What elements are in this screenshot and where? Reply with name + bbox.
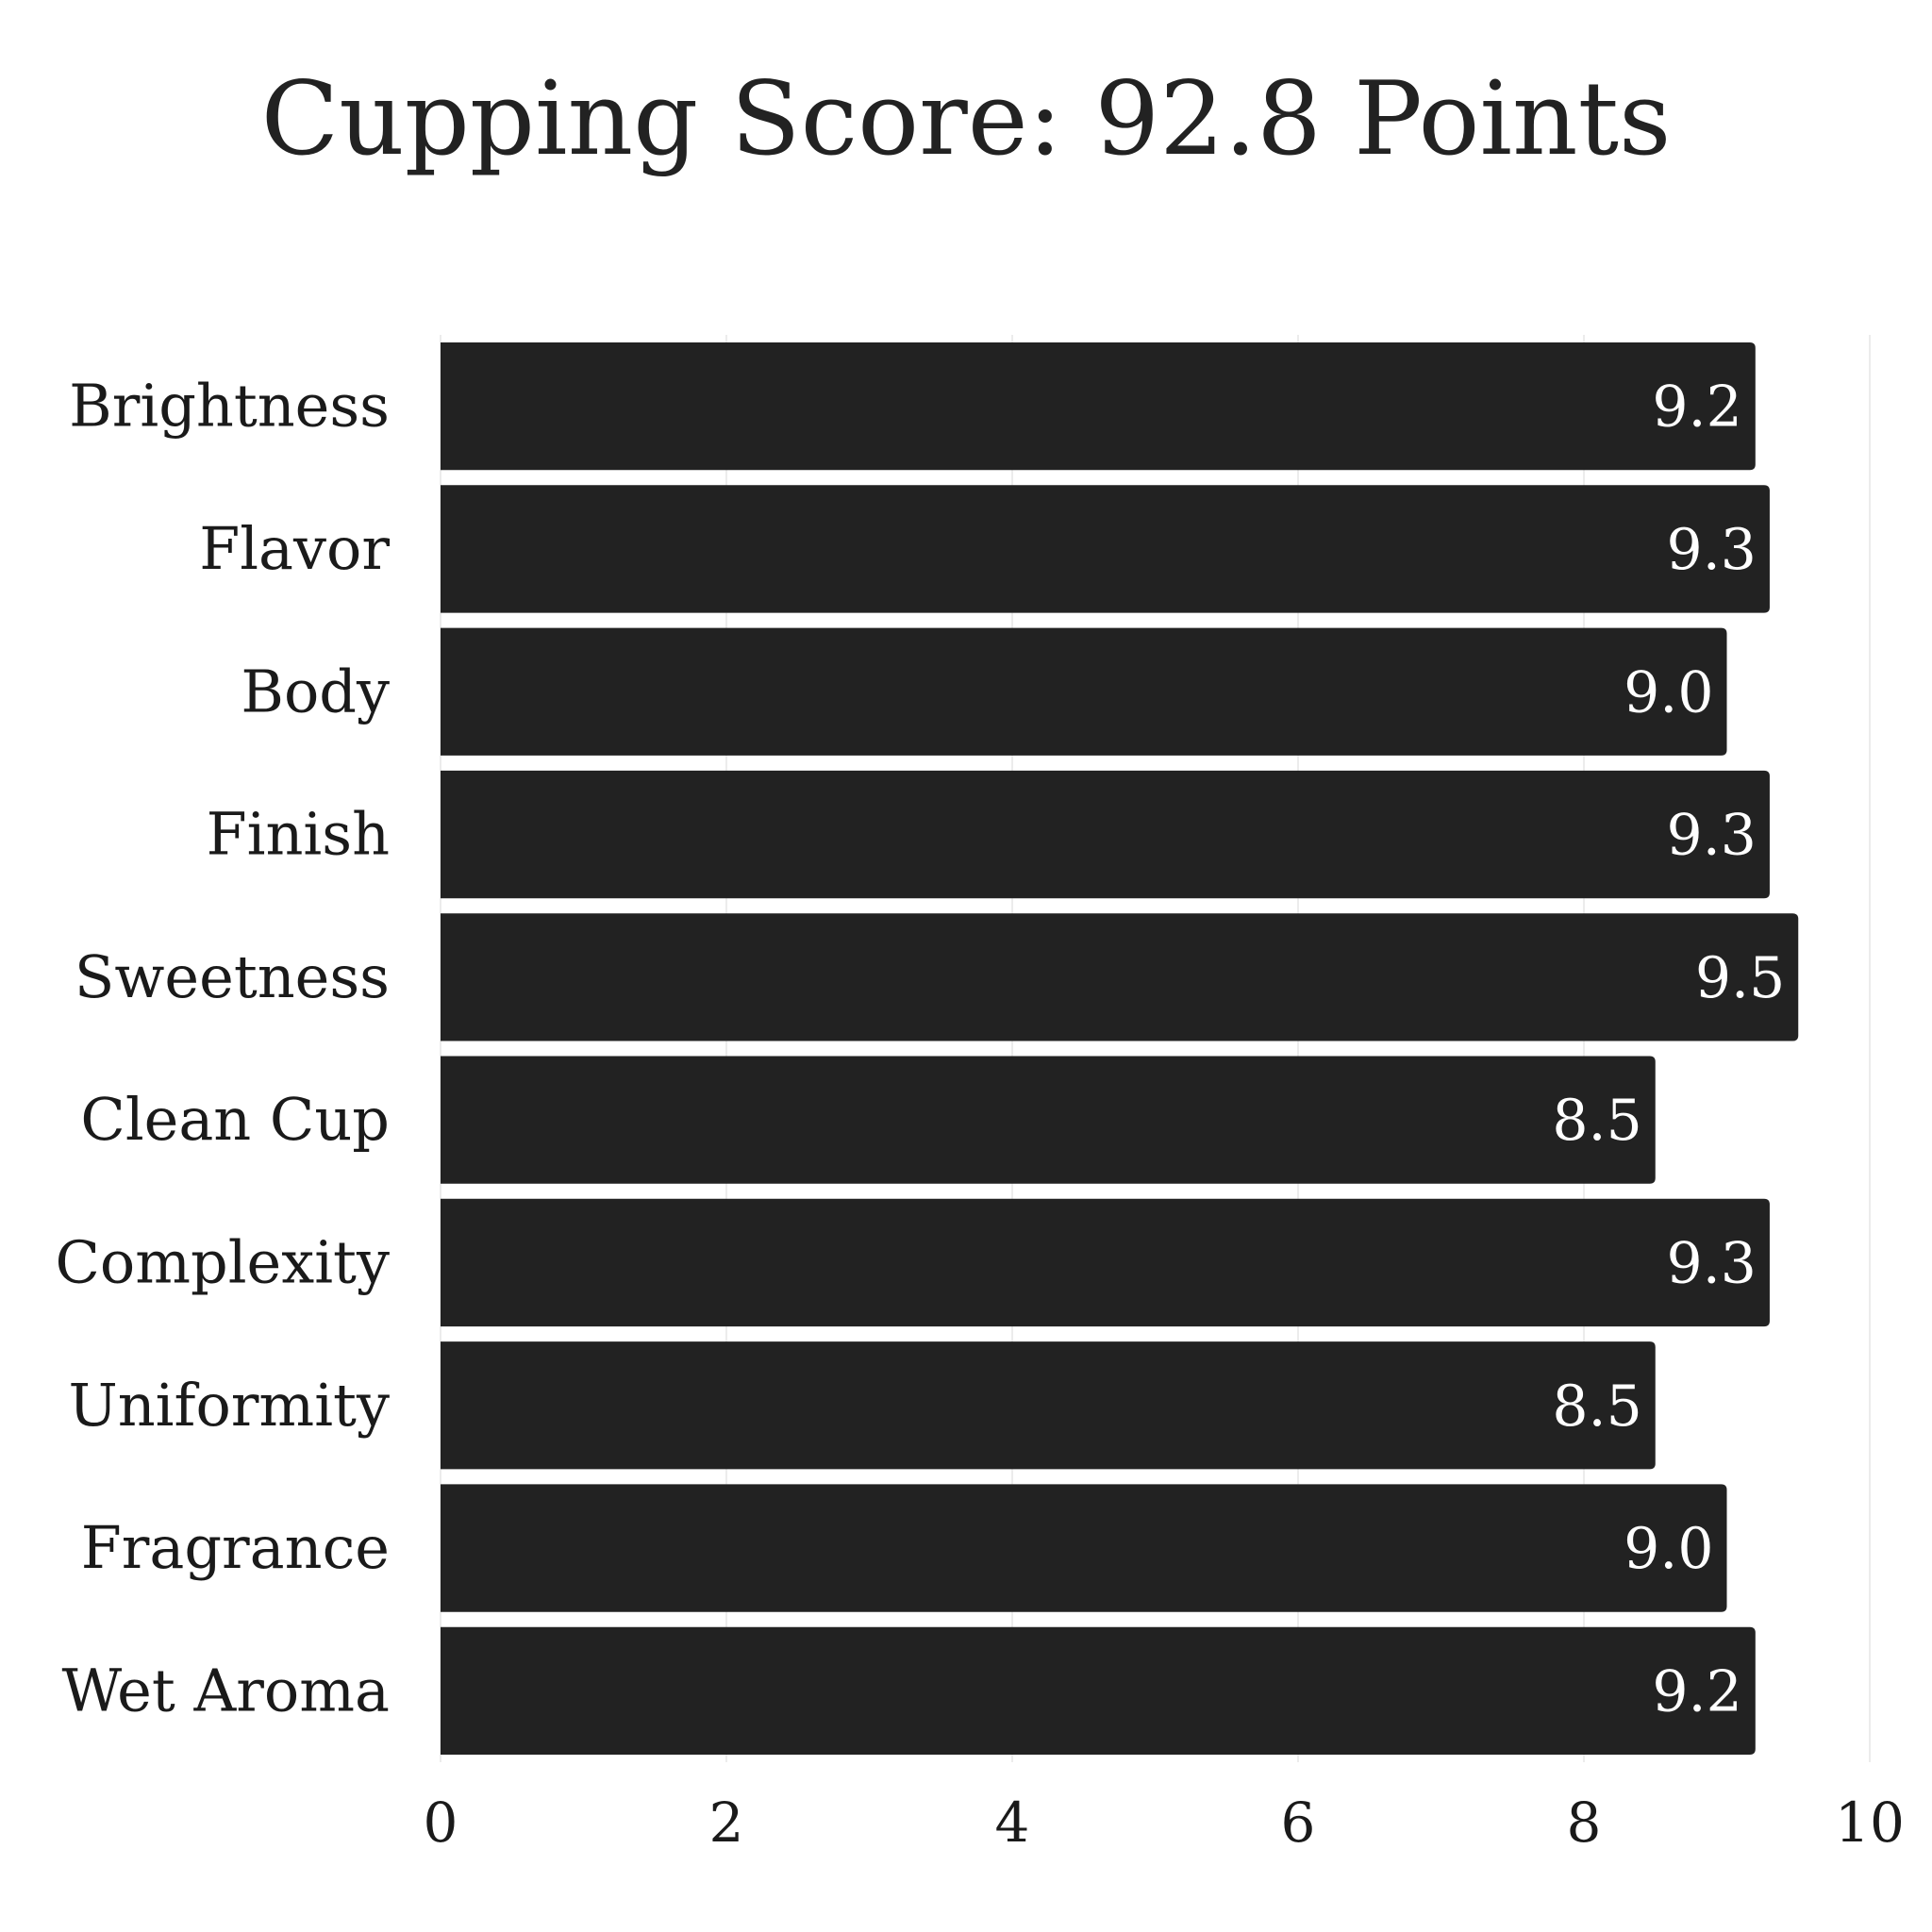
category-label: Clean Cup bbox=[80, 1085, 390, 1154]
x-tick-label: 8 bbox=[1567, 1790, 1602, 1855]
category-label: Brightness bbox=[69, 372, 390, 441]
x-tick-label: 2 bbox=[709, 1790, 744, 1855]
data-labels: 9.2 9.3 9.0 9.3 9.5 8.5 9.3 8.5 9.0 9.2 bbox=[1552, 375, 1785, 1725]
x-tick-label: 4 bbox=[995, 1790, 1030, 1855]
data-label: 8.5 bbox=[1552, 1088, 1641, 1154]
category-label: Body bbox=[241, 657, 390, 725]
x-tick-label: 10 bbox=[1835, 1790, 1905, 1855]
x-tick-label: 6 bbox=[1281, 1790, 1316, 1855]
bar bbox=[441, 1056, 1656, 1184]
bar bbox=[441, 1484, 1727, 1612]
bars bbox=[441, 342, 1799, 1755]
bar bbox=[441, 913, 1799, 1041]
x-tick-label: 0 bbox=[424, 1790, 458, 1855]
category-label: Finish bbox=[207, 800, 390, 869]
bar bbox=[441, 485, 1770, 613]
bar bbox=[441, 1626, 1756, 1755]
data-label: 9.3 bbox=[1667, 803, 1757, 869]
x-axis-ticks: 0 2 4 6 8 10 bbox=[424, 1790, 1905, 1855]
data-label: 9.2 bbox=[1652, 375, 1741, 441]
chart-title: Cupping Score: 92.8 Points bbox=[260, 60, 1672, 178]
data-label: 9.5 bbox=[1695, 945, 1785, 1011]
data-label: 9.3 bbox=[1667, 517, 1757, 583]
data-label: 9.3 bbox=[1667, 1230, 1757, 1296]
category-label: Uniformity bbox=[69, 1371, 391, 1440]
data-label: 9.2 bbox=[1652, 1658, 1741, 1724]
category-label: Complexity bbox=[55, 1227, 390, 1296]
category-label: Sweetness bbox=[75, 942, 390, 1011]
category-labels: Brightness Flavor Body Finish Sweetness Clean… bbox=[55, 372, 390, 1725]
bar bbox=[441, 627, 1727, 756]
category-label: Wet Aroma bbox=[62, 1656, 390, 1724]
bar bbox=[441, 1341, 1656, 1470]
bar bbox=[441, 770, 1770, 899]
data-label: 9.0 bbox=[1624, 1516, 1713, 1582]
bar bbox=[441, 1198, 1770, 1327]
data-label: 8.5 bbox=[1552, 1374, 1641, 1440]
bar bbox=[441, 342, 1756, 471]
category-label: Flavor bbox=[199, 514, 390, 583]
data-label: 9.0 bbox=[1624, 659, 1713, 725]
category-label: Fragrance bbox=[81, 1513, 390, 1582]
